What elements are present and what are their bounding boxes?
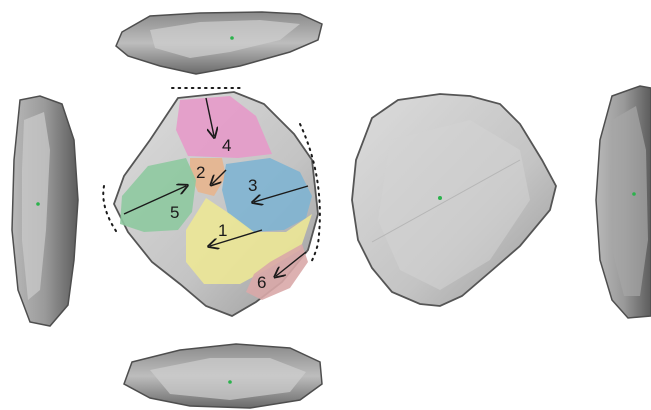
platform-dots-right	[299, 123, 321, 265]
scar-5	[120, 158, 196, 232]
center-marker-icon	[36, 202, 40, 206]
scar-label-5: 5	[170, 203, 179, 222]
center-marker-icon	[230, 36, 234, 40]
scar-arrow-6	[276, 251, 307, 276]
scar-label-2: 2	[196, 163, 205, 182]
scar-label-3: 3	[248, 176, 257, 195]
scar-4	[176, 96, 272, 158]
platform-dots-left	[102, 185, 119, 235]
scar-label-1: 1	[218, 221, 227, 240]
dorsal-face: 4 2 3 5 1 6	[102, 87, 321, 317]
bottom-edge-view	[123, 343, 323, 409]
right-edge-view	[595, 85, 651, 319]
scar-1	[186, 198, 312, 284]
scar-arrow-4	[205, 97, 214, 136]
scar-3	[222, 158, 312, 232]
scar-label-4: 4	[222, 136, 231, 155]
scar-arrow-1	[210, 229, 263, 246]
scar-label-6: 6	[257, 273, 266, 292]
scar-arrow-2	[212, 169, 227, 184]
ventral-face	[351, 93, 557, 307]
scar-arrow-3	[254, 185, 309, 202]
center-marker-icon	[632, 192, 636, 196]
center-marker-icon	[228, 380, 232, 384]
top-edge-view	[115, 11, 323, 75]
left-edge-view	[11, 95, 79, 327]
center-marker-icon	[438, 196, 442, 200]
scar-arrow-5	[123, 186, 186, 215]
